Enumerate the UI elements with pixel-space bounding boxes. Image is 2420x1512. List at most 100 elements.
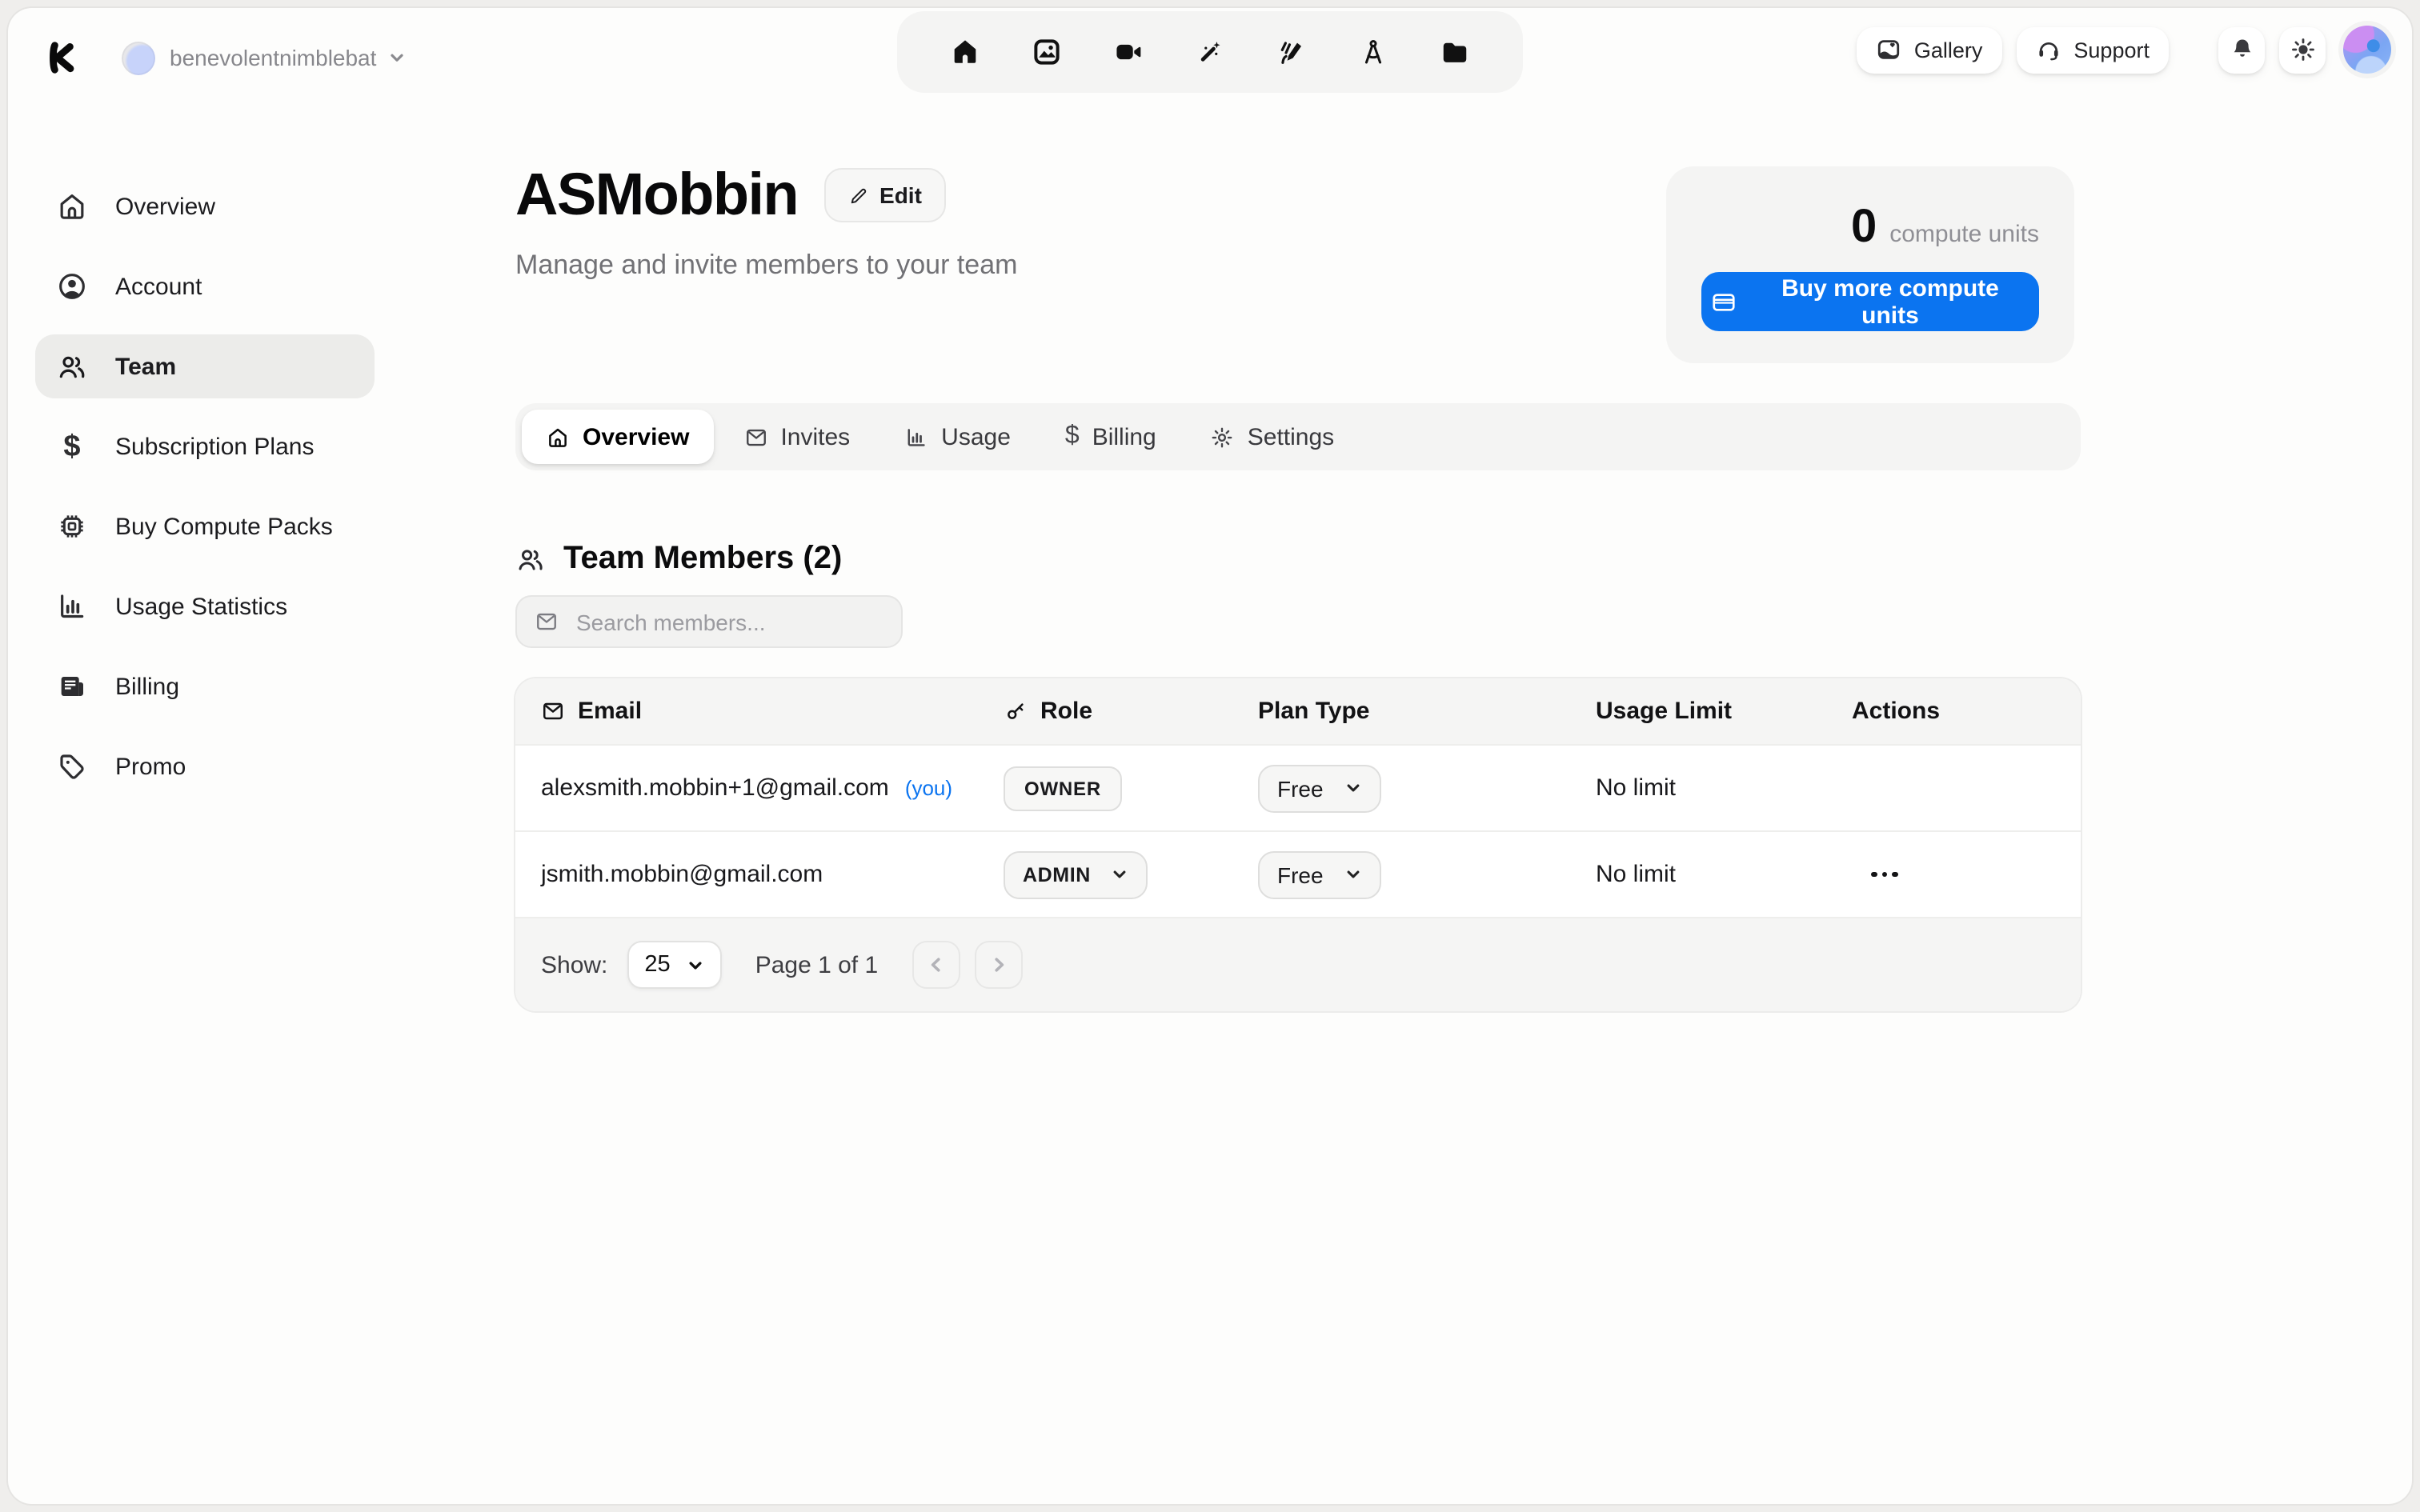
page-subtitle: Manage and invite members to your team — [515, 249, 1018, 280]
magic-wand-icon[interactable] — [1169, 11, 1251, 93]
sidebar-item-label: Account — [115, 273, 202, 300]
role-badge: OWNER — [1004, 766, 1122, 810]
column-label: Plan Type — [1258, 698, 1370, 725]
compass-icon[interactable] — [1332, 11, 1414, 93]
usage-limit-value: No limit — [1596, 861, 1677, 888]
support-button[interactable]: Support — [2016, 26, 2169, 73]
tab-billing[interactable]: $ Billing — [1041, 410, 1180, 464]
plan-select[interactable]: Free — [1258, 764, 1381, 812]
usage-limit-value: No limit — [1596, 774, 1677, 802]
draw-icon[interactable] — [1251, 11, 1332, 93]
gallery-label: Gallery — [1913, 38, 1983, 62]
compute-units-value: 0 — [1850, 202, 1877, 253]
users-icon — [515, 544, 546, 574]
page-size-select[interactable]: 25 — [627, 941, 722, 989]
sidebar-item-billing[interactable]: Billing — [35, 654, 375, 718]
mail-icon — [743, 425, 767, 449]
image-icon[interactable] — [1006, 11, 1088, 93]
sidebar-item-usage-statistics[interactable]: Usage Statistics — [35, 574, 375, 638]
row-actions-menu-button[interactable] — [1871, 871, 1897, 878]
mail-icon — [541, 699, 565, 723]
team-tabs: Overview Invites Usage $ Billing — [515, 403, 2081, 470]
video-icon[interactable] — [1088, 11, 1169, 93]
next-page-button[interactable] — [974, 941, 1023, 989]
users-icon — [54, 350, 90, 382]
gallery-button[interactable]: Gallery — [1856, 26, 2002, 73]
topbar-left: benevolentnimblebat — [43, 29, 407, 86]
chevron-left-icon — [930, 958, 940, 972]
compute-units-label: compute units — [1889, 221, 2039, 248]
page-size-value: 25 — [644, 952, 671, 978]
user-avatar[interactable] — [2343, 26, 2391, 74]
tab-label: Billing — [1092, 423, 1156, 450]
team-members-table: Email Role Plan Type Usage Limit Actions — [515, 678, 2081, 1011]
table-row: jsmith.mobbin@gmail.com ADMIN Free No li… — [515, 830, 2081, 917]
bell-icon — [2229, 37, 2254, 62]
sidebar-item-subscription-plans[interactable]: $ Subscription Plans — [35, 414, 375, 478]
sidebar-item-buy-compute-packs[interactable]: Buy Compute Packs — [35, 494, 375, 558]
tab-label: Usage — [941, 423, 1011, 450]
compute-units-card: 0 compute units Buy more compute units — [1666, 166, 2074, 363]
team-members-heading: Team Members (2) — [515, 541, 842, 578]
tab-invites[interactable]: Invites — [719, 410, 874, 464]
team-members-title: Team Members (2) — [563, 541, 843, 576]
plan-select[interactable]: Free — [1258, 850, 1381, 898]
tag-icon — [54, 750, 90, 782]
member-usage-limit-cell: No limit — [1570, 861, 1826, 888]
show-label: Show: — [541, 951, 608, 978]
newspaper-icon — [54, 670, 90, 702]
table-footer: Show: 25 Page 1 of 1 — [515, 917, 2081, 1011]
member-email-cell: alexsmith.mobbin+1@gmail.com (you) — [515, 774, 978, 802]
search-members-input[interactable] — [573, 607, 883, 636]
sidebar-item-label: Subscription Plans — [115, 433, 315, 460]
sidebar-item-label: Promo — [115, 753, 186, 780]
sidebar-item-team[interactable]: Team — [35, 334, 375, 398]
tab-label: Invites — [780, 423, 851, 450]
sidebar-item-account[interactable]: Account — [35, 254, 375, 318]
role-value: ADMIN — [1023, 863, 1091, 886]
support-label: Support — [2073, 38, 2150, 62]
workspace-name[interactable]: benevolentnimblebat — [170, 45, 377, 70]
edit-label: Edit — [879, 182, 922, 209]
sun-icon — [2290, 37, 2315, 62]
krea-logo[interactable] — [43, 38, 82, 77]
key-icon — [1004, 699, 1028, 723]
bar-chart-icon — [54, 590, 90, 622]
buy-compute-units-button[interactable]: Buy more compute units — [1701, 272, 2039, 331]
column-header-email: Email — [515, 698, 978, 725]
sidebar-item-label: Billing — [115, 673, 180, 700]
gallery-icon — [1876, 37, 1901, 62]
column-label: Usage Limit — [1596, 698, 1733, 725]
home-icon — [54, 190, 90, 222]
notifications-button[interactable] — [2218, 26, 2265, 73]
chevron-down-icon[interactable] — [387, 48, 407, 67]
topbar-right: Gallery Support — [1856, 24, 2391, 75]
member-email: jsmith.mobbin@gmail.com — [541, 861, 823, 888]
theme-toggle-button[interactable] — [2279, 26, 2326, 73]
sidebar-item-promo[interactable]: Promo — [35, 734, 375, 798]
plan-value: Free — [1277, 775, 1324, 801]
sidebar-item-label: Buy Compute Packs — [115, 513, 333, 540]
credit-card-icon — [1711, 289, 1737, 314]
tab-settings[interactable]: Settings — [1187, 410, 1358, 464]
chevron-down-icon — [1347, 870, 1360, 878]
tab-overview[interactable]: Overview — [522, 410, 714, 464]
role-select[interactable]: ADMIN — [1004, 850, 1148, 898]
member-email-cell: jsmith.mobbin@gmail.com — [515, 861, 978, 888]
member-role-cell: OWNER — [978, 766, 1232, 810]
chevron-right-icon — [994, 958, 1004, 972]
previous-page-button[interactable] — [912, 941, 960, 989]
pencil-icon — [847, 186, 868, 206]
home-icon[interactable] — [924, 11, 1006, 93]
sidebar-item-overview[interactable]: Overview — [35, 174, 375, 238]
member-role-cell: ADMIN — [978, 850, 1232, 898]
column-header-actions: Actions — [1826, 698, 2081, 725]
column-label: Actions — [1852, 698, 1941, 725]
home-icon — [546, 425, 570, 449]
tab-usage[interactable]: Usage — [880, 410, 1035, 464]
chevron-down-icon — [689, 961, 702, 969]
workspace-avatar[interactable] — [122, 41, 155, 74]
edit-team-name-button[interactable]: Edit — [823, 168, 946, 223]
assets-folder-icon[interactable] — [1414, 11, 1496, 93]
